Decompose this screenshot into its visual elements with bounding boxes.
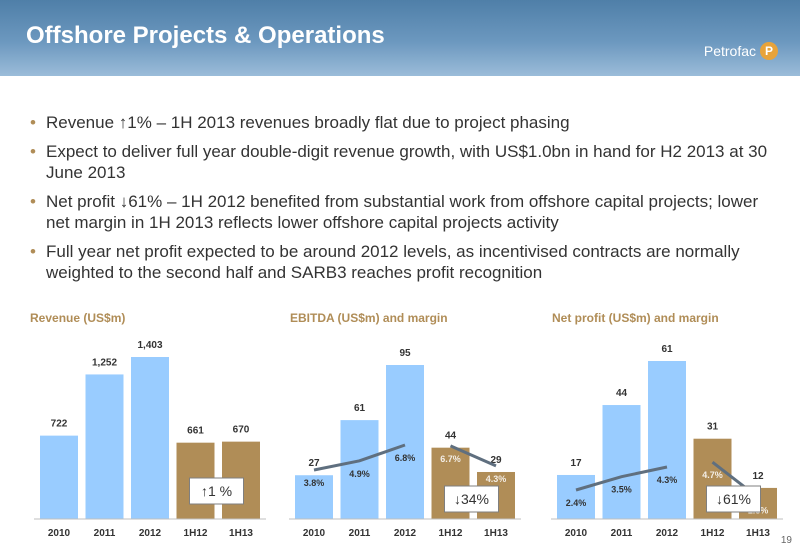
chart-bar bbox=[295, 475, 333, 519]
margin-label: 4.9% bbox=[349, 469, 370, 479]
bullet-list: • Revenue ↑1% – 1H 2013 revenues broadly … bbox=[30, 112, 780, 291]
bullet-item: • Revenue ↑1% – 1H 2013 revenues broadly … bbox=[30, 112, 780, 133]
x-tick-label: 2012 bbox=[394, 528, 417, 539]
x-tick-label: 2012 bbox=[656, 528, 679, 539]
chart-title: Net profit (US$m) and margin bbox=[552, 311, 719, 325]
margin-label: 3.8% bbox=[304, 478, 325, 488]
bar-value-label: 44 bbox=[445, 431, 457, 442]
change-callout-text: ↓61% bbox=[716, 491, 751, 507]
margin-label: 4.3% bbox=[486, 474, 507, 484]
change-callout-text: ↑1 % bbox=[201, 483, 232, 499]
x-tick-label: 2010 bbox=[48, 528, 71, 539]
chart-title: Revenue (US$m) bbox=[30, 311, 125, 325]
x-tick-label: 1H13 bbox=[746, 528, 770, 539]
bar-value-label: 61 bbox=[354, 403, 366, 414]
change-callout-text: ↓34% bbox=[454, 491, 489, 507]
bar-value-label: 1,252 bbox=[92, 357, 117, 368]
x-tick-label: 1H12 bbox=[701, 528, 725, 539]
margin-label: 4.7% bbox=[702, 470, 723, 480]
margin-label: 6.7% bbox=[440, 454, 461, 464]
margin-label: 4.3% bbox=[657, 475, 678, 485]
bullet-text: Expect to deliver full year double-digit… bbox=[46, 142, 768, 182]
bar-value-label: 661 bbox=[187, 426, 204, 437]
bar-value-label: 670 bbox=[233, 425, 250, 436]
chart-title: EBITDA (US$m) and margin bbox=[290, 311, 448, 325]
chart-bar bbox=[557, 474, 595, 519]
bar-value-label: 27 bbox=[308, 458, 320, 469]
change-callout-box bbox=[706, 485, 761, 513]
x-tick-label: 2012 bbox=[139, 528, 162, 539]
bullet-dot-icon: • bbox=[30, 192, 36, 211]
bar-value-label: 722 bbox=[51, 419, 68, 430]
page-title: Offshore Projects & Operations bbox=[26, 22, 385, 49]
bar-value-label: 29 bbox=[490, 455, 502, 466]
bullet-dot-icon: • bbox=[30, 113, 36, 132]
bar-value-label: 31 bbox=[707, 422, 719, 433]
margin-line bbox=[449, 444, 497, 468]
petrofac-logo: Petrofac P bbox=[704, 42, 778, 60]
logo-text: Petrofac bbox=[703, 43, 756, 59]
x-tick-label: 1H12 bbox=[184, 528, 208, 539]
chart-bar bbox=[648, 361, 686, 519]
change-callout-box bbox=[444, 485, 499, 513]
x-tick-label: 1H13 bbox=[229, 528, 253, 539]
x-tick-label: 1H13 bbox=[484, 528, 508, 539]
x-tick-label: 2010 bbox=[303, 528, 326, 539]
chart-bar bbox=[85, 374, 124, 519]
bar-value-label: 1,403 bbox=[137, 340, 162, 351]
chart-bar bbox=[131, 357, 169, 519]
x-tick-label: 1H12 bbox=[439, 528, 463, 539]
margin-line bbox=[575, 465, 668, 492]
bullet-dot-icon: • bbox=[30, 142, 36, 161]
x-tick-label: 2011 bbox=[94, 528, 116, 539]
bullet-text: Full year net profit expected to be arou… bbox=[46, 242, 740, 282]
title-banner: Offshore Projects & Operations Petrofac … bbox=[0, 0, 800, 76]
chart-bar bbox=[40, 435, 78, 519]
bullet-text: Net profit ↓61% – 1H 2012 benefited from… bbox=[46, 192, 759, 232]
bullet-dot-icon: • bbox=[30, 242, 36, 261]
bullet-item: • Expect to deliver full year double-digi… bbox=[30, 141, 780, 183]
x-tick-label: 2011 bbox=[611, 528, 633, 539]
margin-label: 3.5% bbox=[611, 485, 632, 495]
logo-mark-icon: P bbox=[760, 42, 778, 60]
bar-value-label: 17 bbox=[570, 458, 582, 469]
chart-bar bbox=[340, 420, 379, 519]
bullet-item: • Net profit ↓61% – 1H 2012 benefited fro… bbox=[30, 191, 780, 233]
bar-value-label: 44 bbox=[616, 388, 628, 399]
bar-value-label: 61 bbox=[661, 344, 673, 355]
bar-value-label: 95 bbox=[399, 348, 411, 359]
x-tick-label: 2011 bbox=[349, 528, 371, 539]
change-callout-box bbox=[189, 477, 244, 505]
margin-label: 2.4% bbox=[566, 498, 587, 508]
margin-line bbox=[313, 443, 406, 472]
bullet-text: Revenue ↑1% – 1H 2013 revenues broadly f… bbox=[46, 113, 570, 132]
x-tick-label: 2010 bbox=[565, 528, 588, 539]
chart-bar bbox=[386, 365, 424, 519]
margin-label: 6.8% bbox=[395, 453, 416, 463]
chart-bar bbox=[602, 405, 641, 519]
bar-value-label: 12 bbox=[752, 471, 764, 482]
bullet-item: • Full year net profit expected to be aro… bbox=[30, 241, 780, 283]
page-number: 19 bbox=[780, 535, 792, 546]
